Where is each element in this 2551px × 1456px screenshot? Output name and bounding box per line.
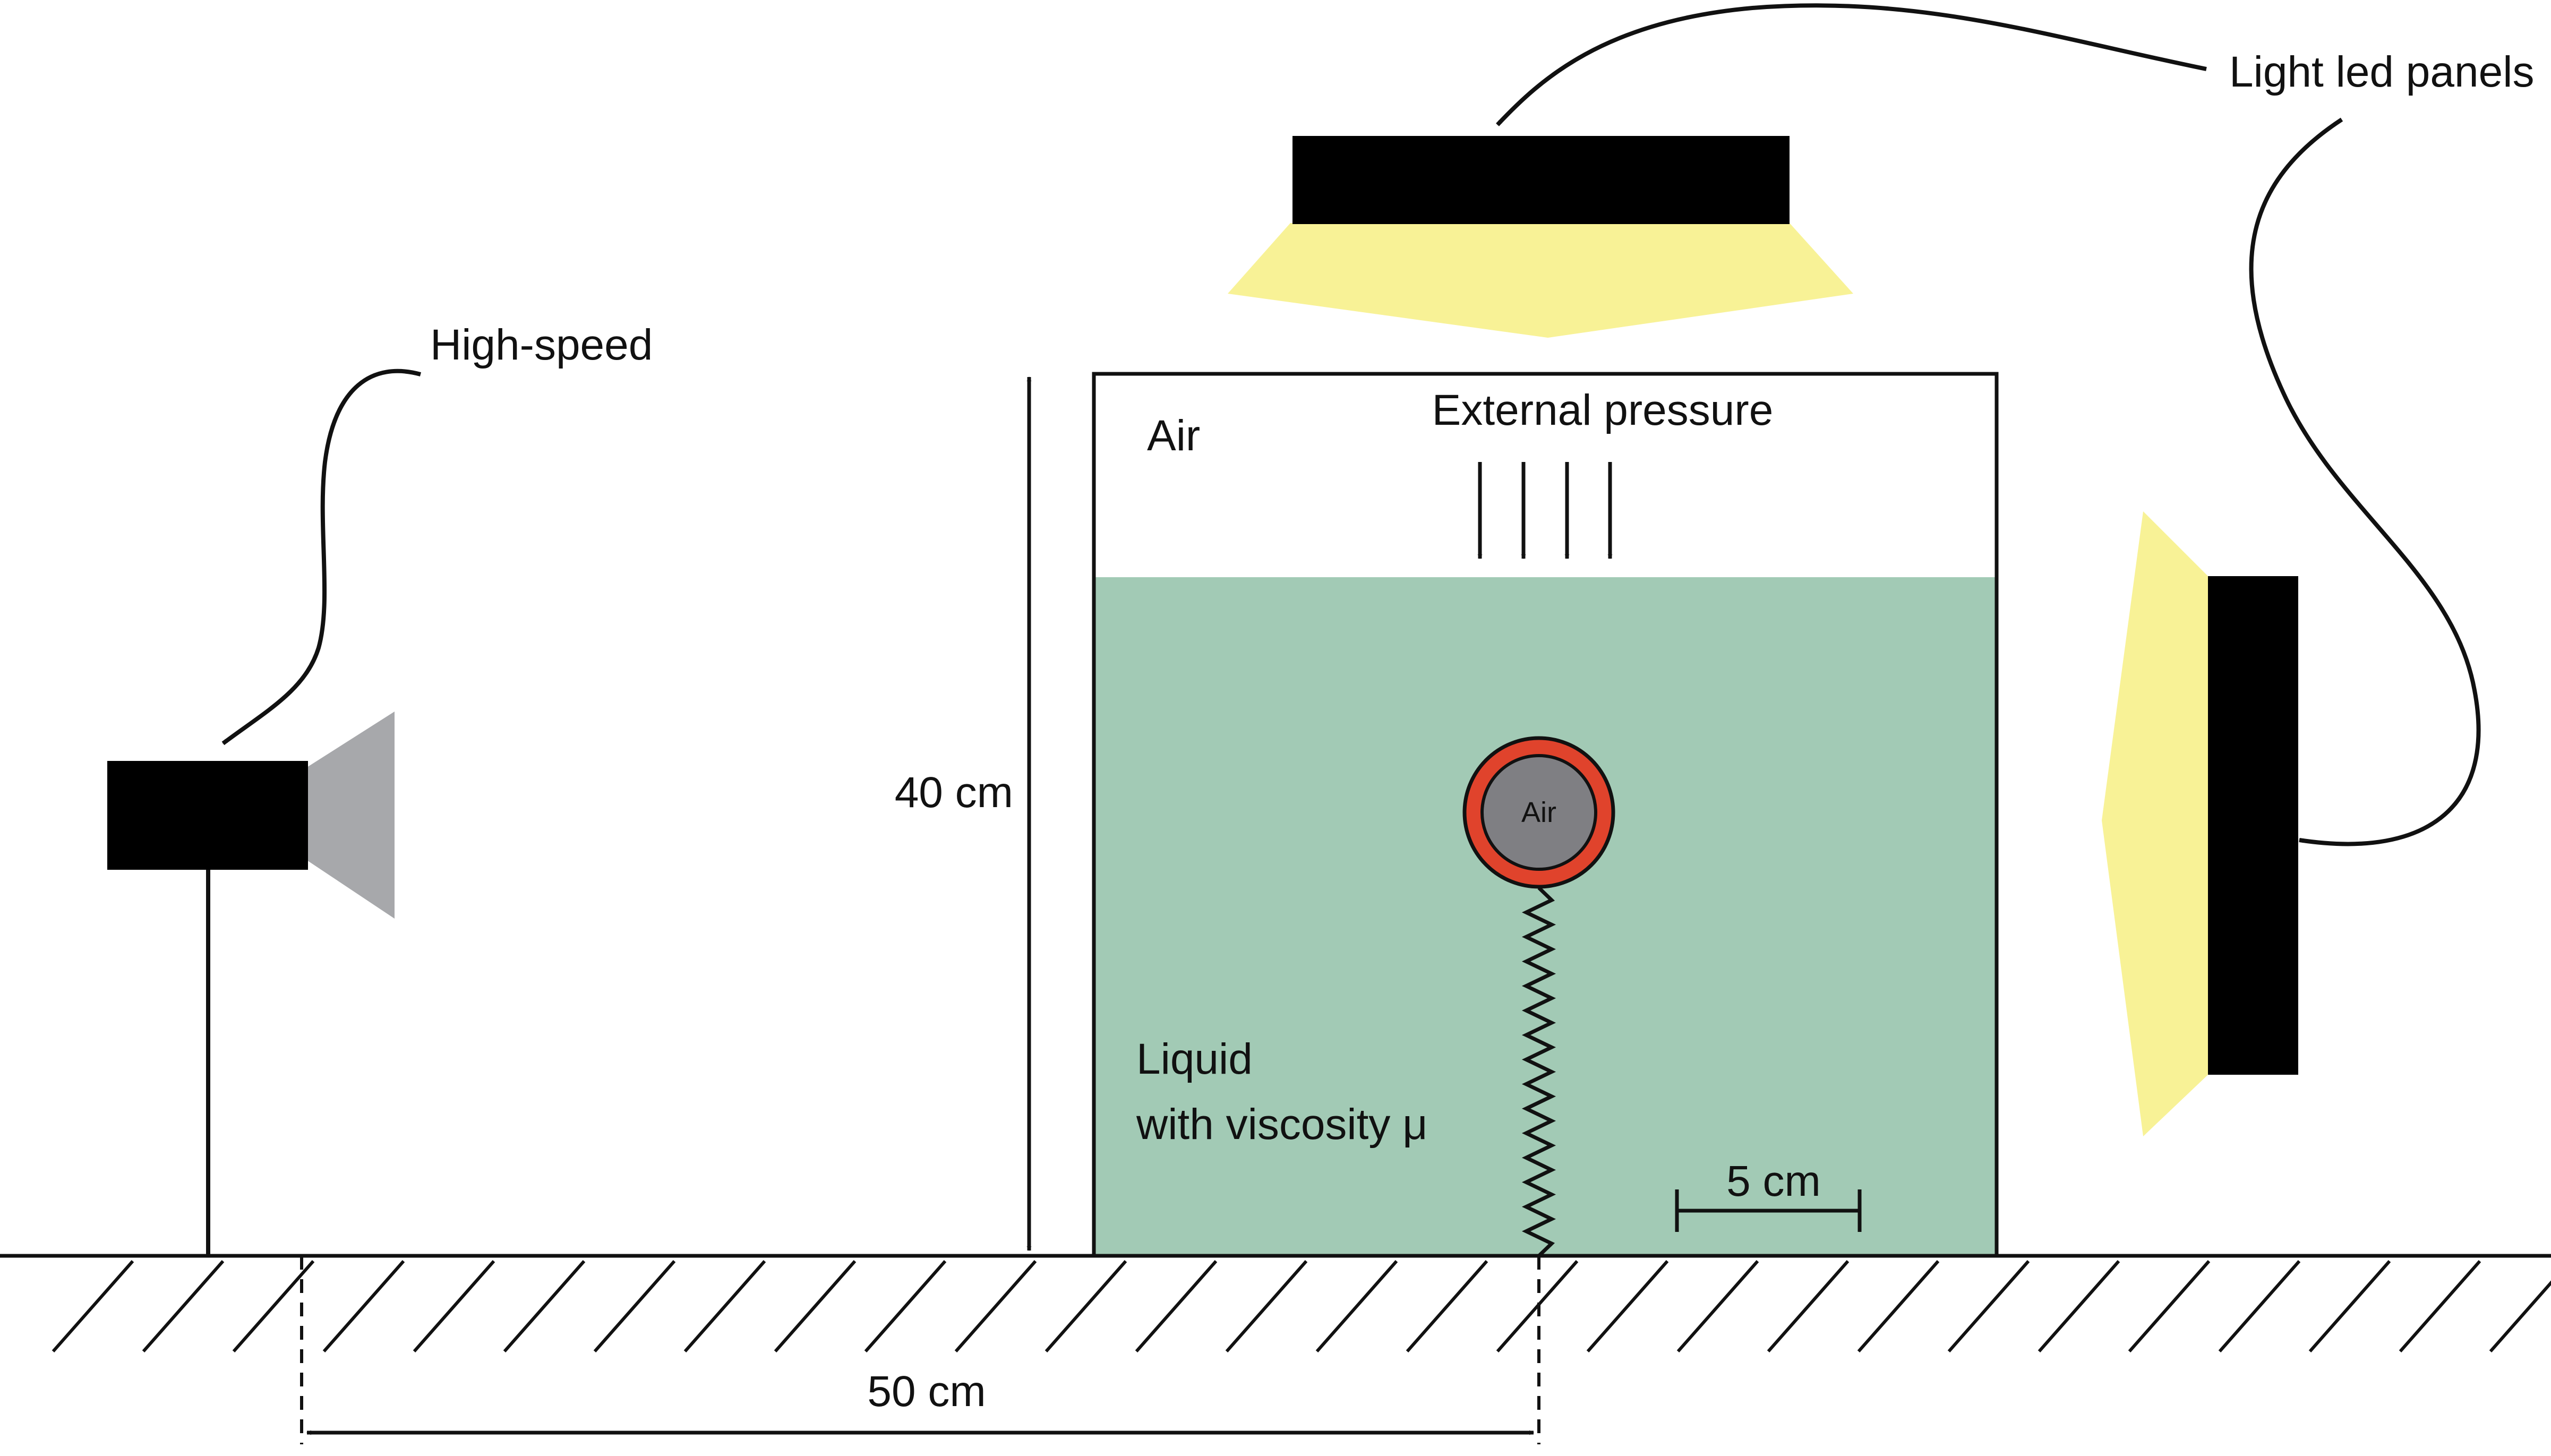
- hatch-line: [2218, 1260, 2301, 1352]
- side-led-glow: [2102, 511, 2208, 1136]
- hatch-line: [2128, 1260, 2211, 1352]
- hatch-line: [1676, 1260, 1759, 1352]
- bubble-icon: [1462, 736, 1615, 889]
- hatch-line: [1045, 1260, 1127, 1352]
- hatch-line: [1225, 1260, 1308, 1352]
- hatch-line: [1586, 1260, 1669, 1352]
- hatch-line: [503, 1260, 586, 1352]
- camera-icon: [107, 712, 395, 1256]
- lights-label: Light led panels: [2229, 48, 2534, 96]
- ground: [0, 1254, 2551, 1352]
- spring-icon: [1521, 886, 1556, 1257]
- hatch-line: [683, 1260, 766, 1352]
- hatch-line: [2308, 1260, 2391, 1352]
- top-panel-callout: [1496, 3, 2207, 126]
- liquid-label-line2: with viscosity μ: [1136, 1100, 1427, 1149]
- distance-dimension: [300, 1256, 1540, 1444]
- top-led-panel: [1228, 136, 1853, 338]
- tank-outline: [1092, 372, 1999, 1258]
- bubble-label: Air: [1521, 796, 1556, 828]
- hatch-line: [2399, 1260, 2481, 1352]
- hatch-line: [864, 1260, 947, 1352]
- hatch-line: [2489, 1280, 2551, 1352]
- camera-lens: [307, 712, 395, 919]
- hatch-line: [413, 1260, 495, 1352]
- hatch-line: [1406, 1260, 1488, 1352]
- pressure-arrows: [1477, 462, 1613, 559]
- hatch-line: [1767, 1260, 1850, 1352]
- side-led-panel: [2102, 511, 2298, 1136]
- led-panel-icon: [2208, 576, 2298, 1075]
- scale-bar: [1675, 1189, 1862, 1232]
- top-led-glow: [1228, 223, 1853, 338]
- external-pressure-label: External pressure: [1432, 386, 1774, 434]
- hatch-line: [2038, 1260, 2120, 1352]
- scale-bar-label: 5 cm: [1726, 1157, 1821, 1205]
- hatch-line: [232, 1260, 315, 1352]
- hatch-line: [774, 1260, 857, 1352]
- hatch-line: [322, 1260, 405, 1352]
- side-panel-callout: [2249, 117, 2481, 846]
- callouts: [221, 3, 2481, 846]
- hatch-line: [1857, 1260, 1940, 1352]
- camera-label: High-speed: [430, 321, 653, 369]
- camera-callout: [221, 369, 422, 746]
- air-top-label: Air: [1147, 412, 1200, 460]
- hatch-line: [52, 1260, 134, 1352]
- liquid-region: [1094, 577, 1997, 1256]
- led-panel-icon: [1292, 136, 1790, 224]
- bubble-core: [1480, 754, 1597, 871]
- hatch-line: [1135, 1260, 1218, 1352]
- ground-hatching: [52, 1260, 2551, 1352]
- liquid-label-line1: Liquid: [1136, 1035, 1253, 1083]
- distance-dimension-label: 50 cm: [867, 1367, 986, 1416]
- hatch-line: [593, 1260, 676, 1352]
- height-dimension-label: 40 cm: [895, 768, 1013, 817]
- hatch-line: [954, 1260, 1037, 1352]
- hatch-line: [1947, 1260, 2030, 1352]
- hatch-line: [142, 1260, 225, 1352]
- camera-body: [107, 761, 308, 870]
- hatch-line: [1315, 1260, 1398, 1352]
